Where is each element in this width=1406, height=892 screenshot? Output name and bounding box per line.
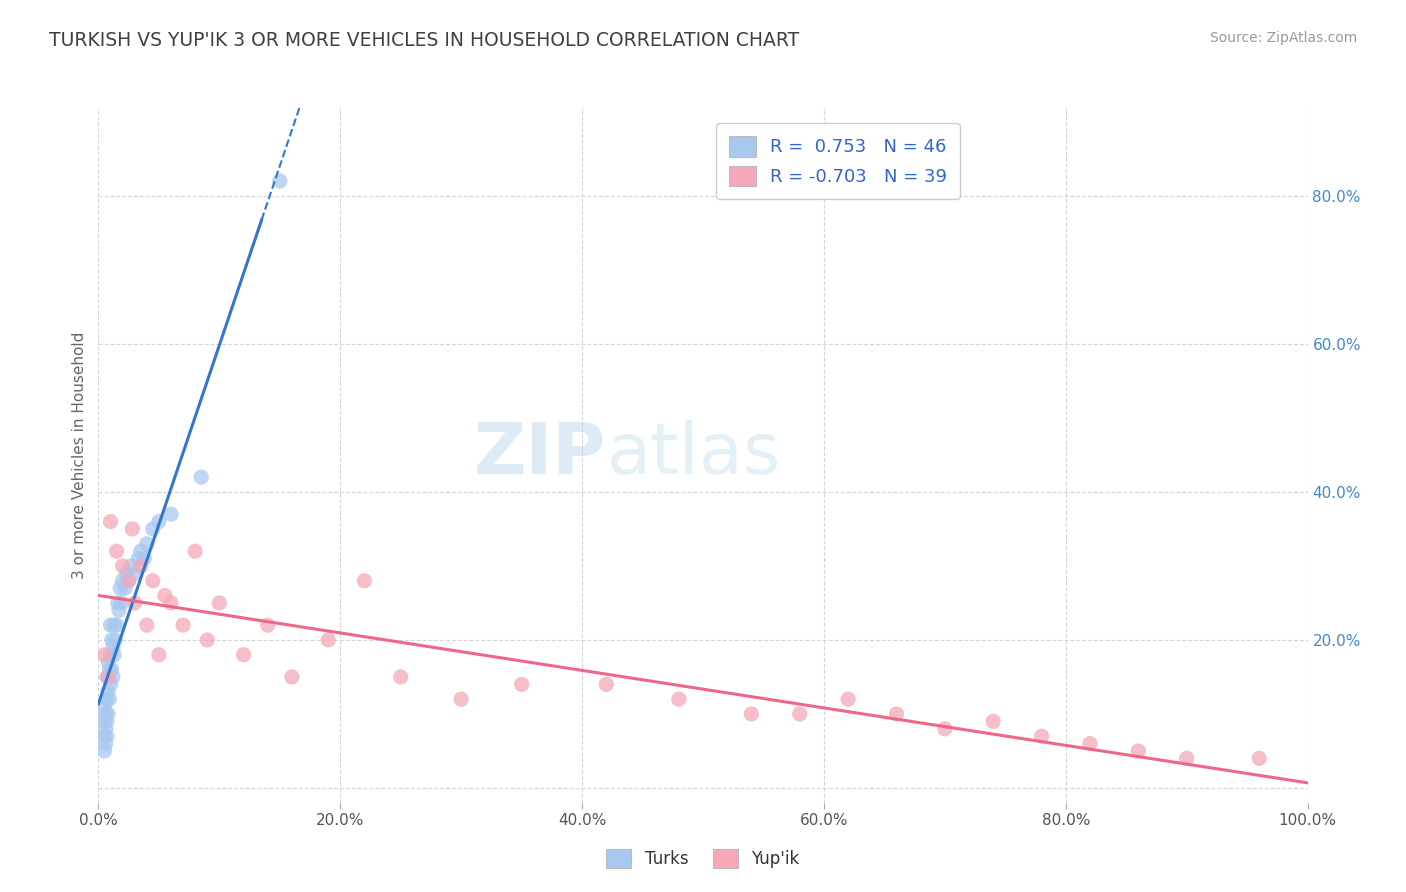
Point bbox=[316, 632, 339, 647]
Point bbox=[142, 522, 165, 536]
Point bbox=[115, 566, 138, 581]
Point bbox=[127, 551, 149, 566]
Text: TURKISH VS YUP'IK 3 OR MORE VEHICLES IN HOUSEHOLD CORRELATION CHART: TURKISH VS YUP'IK 3 OR MORE VEHICLES IN … bbox=[49, 31, 800, 50]
Point bbox=[135, 537, 157, 551]
Point bbox=[103, 648, 125, 662]
Point bbox=[1078, 737, 1101, 751]
Point bbox=[172, 618, 194, 632]
Point bbox=[148, 515, 170, 529]
Point bbox=[100, 618, 122, 632]
Point bbox=[97, 685, 120, 699]
Point bbox=[97, 655, 120, 669]
Point bbox=[389, 670, 412, 684]
Point bbox=[105, 544, 128, 558]
Point bbox=[1128, 744, 1150, 758]
Point bbox=[1249, 751, 1271, 765]
Point bbox=[129, 544, 152, 558]
Point bbox=[101, 670, 124, 684]
Point bbox=[111, 574, 134, 588]
Point bbox=[93, 699, 115, 714]
Point bbox=[981, 714, 1004, 729]
Point bbox=[120, 558, 142, 573]
Point bbox=[104, 632, 127, 647]
Point bbox=[886, 706, 908, 721]
Point bbox=[184, 544, 207, 558]
Point bbox=[100, 632, 122, 647]
Point bbox=[135, 618, 157, 632]
Point bbox=[97, 670, 120, 684]
Point bbox=[105, 618, 128, 632]
Point bbox=[668, 692, 690, 706]
Point bbox=[208, 596, 231, 610]
Point bbox=[256, 618, 278, 632]
Point bbox=[111, 558, 134, 573]
Point bbox=[595, 677, 617, 691]
Point bbox=[107, 596, 129, 610]
Point bbox=[934, 722, 956, 736]
Point bbox=[142, 574, 165, 588]
Point bbox=[94, 722, 117, 736]
Point bbox=[450, 692, 472, 706]
Point bbox=[160, 507, 183, 521]
Point bbox=[100, 648, 122, 662]
Point bbox=[118, 574, 141, 588]
Y-axis label: 3 or more Vehicles in Household: 3 or more Vehicles in Household bbox=[72, 331, 87, 579]
Text: Source: ZipAtlas.com: Source: ZipAtlas.com bbox=[1209, 31, 1357, 45]
Text: atlas: atlas bbox=[606, 420, 780, 490]
Point bbox=[837, 692, 859, 706]
Point bbox=[94, 706, 117, 721]
Point bbox=[100, 515, 122, 529]
Point bbox=[148, 648, 170, 662]
Point bbox=[96, 729, 118, 743]
Point bbox=[108, 603, 131, 617]
Point bbox=[94, 737, 117, 751]
Point bbox=[98, 663, 121, 677]
Point bbox=[153, 589, 176, 603]
Point bbox=[129, 558, 152, 573]
Point bbox=[789, 706, 811, 721]
Point bbox=[160, 596, 183, 610]
Point bbox=[124, 566, 146, 581]
Point bbox=[121, 522, 143, 536]
Legend: Turks, Yup'ik: Turks, Yup'ik bbox=[599, 842, 807, 874]
Point bbox=[114, 581, 136, 595]
Text: ZIP: ZIP bbox=[474, 420, 606, 490]
Point bbox=[93, 729, 115, 743]
Point bbox=[232, 648, 254, 662]
Point bbox=[108, 581, 131, 595]
Point bbox=[98, 692, 121, 706]
Point bbox=[110, 596, 132, 610]
Point bbox=[1175, 751, 1198, 765]
Point bbox=[124, 596, 146, 610]
Point bbox=[100, 677, 122, 691]
Point bbox=[1031, 729, 1053, 743]
Point bbox=[101, 640, 124, 655]
Point bbox=[97, 706, 120, 721]
Point bbox=[353, 574, 375, 588]
Point bbox=[510, 677, 533, 691]
Point bbox=[118, 574, 141, 588]
Point bbox=[96, 714, 118, 729]
Point bbox=[269, 174, 291, 188]
Point bbox=[96, 670, 118, 684]
Point bbox=[190, 470, 212, 484]
Point bbox=[93, 744, 115, 758]
Point bbox=[740, 706, 762, 721]
Point bbox=[93, 648, 115, 662]
Point bbox=[134, 551, 156, 566]
Point bbox=[96, 692, 118, 706]
Point bbox=[93, 714, 115, 729]
Point bbox=[195, 632, 218, 647]
Point bbox=[100, 663, 122, 677]
Point bbox=[281, 670, 304, 684]
Point bbox=[103, 618, 125, 632]
